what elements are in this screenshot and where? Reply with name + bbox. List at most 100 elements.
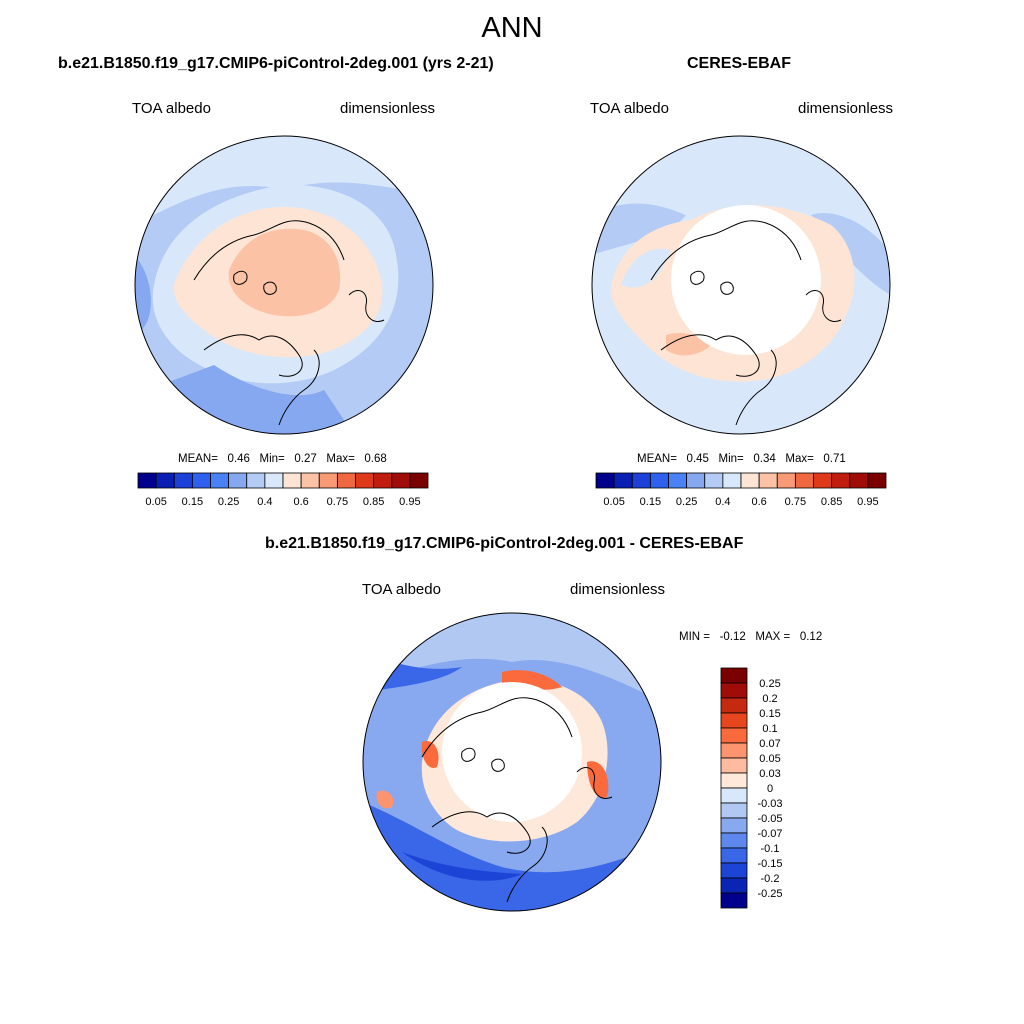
diff-colorbar-tick-label: -0.2 — [761, 873, 780, 885]
model-colorbar-tick-label: 0.25 — [218, 496, 239, 508]
diff-colorbar-tick-label: 0.2 — [762, 693, 777, 705]
model-colorbar-tick-label: 0.6 — [293, 496, 308, 508]
obs-colorbar-tick-label: 0.85 — [821, 496, 842, 508]
obs-colorbar-box — [831, 472, 851, 489]
obs-colorbar-tick-label: 0.15 — [640, 496, 661, 508]
model-colorbar-tick-label: 0.85 — [363, 496, 384, 508]
model-colorbar-box — [300, 472, 320, 489]
diff-colorbar-tick-label: 0.15 — [759, 708, 780, 720]
diff-field-pos-west — [421, 741, 439, 768]
diff-colorbar-tick-label: -0.07 — [757, 828, 782, 840]
model-colorbar-box — [282, 472, 302, 489]
diff-colorbar-tick-label: 0.25 — [759, 678, 780, 690]
diff-field-neg-south — [363, 802, 661, 911]
model-colorbar-tick-label: 0.4 — [257, 496, 272, 508]
obs-colorbar-box — [849, 472, 869, 489]
diff-colorbar-box — [720, 862, 748, 879]
model-colorbar-box — [355, 472, 375, 489]
obs-colorbar-box — [613, 472, 633, 489]
diff-colorbar-box — [720, 877, 748, 894]
diff-polar-map — [362, 612, 662, 912]
diff-colorbar-tick-label: 0.07 — [759, 738, 780, 750]
obs-colorbar-box — [867, 472, 887, 489]
model-colorbar-box — [264, 472, 284, 489]
obs-colorbar-box — [686, 472, 706, 489]
obs-panel-title: CERES-EBAF — [687, 55, 792, 72]
obs-coastlines — [650, 220, 842, 426]
model-colorbar-box — [228, 472, 248, 489]
obs-mean-value: 0.45 — [686, 453, 709, 465]
diff-colorbar-box — [720, 682, 748, 699]
model-max-value: 0.68 — [364, 453, 387, 465]
diff-colorbar-tick-label: 0.03 — [759, 768, 780, 780]
model-units-label: dimensionless — [340, 100, 436, 117]
obs-colorbar-box — [595, 472, 615, 489]
diff-colorbar-tick-label: 0 — [767, 783, 773, 795]
obs-colorbar-box — [758, 472, 778, 489]
model-colorbar-box — [409, 472, 429, 489]
obs-field-low-band-1 — [592, 203, 686, 255]
model-panel-title: b.e21.B1850.f19_g17.CMIP6-piControl-2deg… — [58, 55, 494, 72]
model-field-central-max — [228, 228, 341, 317]
obs-map-boundary — [591, 135, 891, 435]
model-colorbar-tick-label: 0.05 — [145, 496, 166, 508]
model-mean-label: MEAN= — [178, 453, 218, 465]
diff-colorbar-tick-label: 0.1 — [762, 723, 777, 735]
model-min-value: 0.27 — [294, 453, 317, 465]
obs-field-mid-west — [621, 248, 671, 288]
diff-field-upper — [363, 613, 661, 702]
diff-colorbar-tick-label: -0.25 — [757, 888, 782, 900]
diff-colorbar: 0.25 0.2 0.15 0.1 0.07 0.05 0.03 0 -0.03 -0.05 -0.… — [720, 667, 783, 909]
diff-max-value: 0.12 — [799, 631, 823, 643]
model-polar-map — [134, 135, 434, 435]
diff-panel-title: b.e21.B1850.f19_g17.CMIP6-piControl-2deg… — [265, 535, 744, 552]
diff-colorbar-box — [720, 712, 748, 729]
model-colorbar-box — [246, 472, 266, 489]
diff-colorbar-tick-label: -0.03 — [757, 798, 782, 810]
model-stats: MEAN= 0.46 Min= 0.27 Max= 0.68 — [178, 453, 387, 465]
obs-colorbar-box — [631, 472, 651, 489]
obs-colorbar-box — [776, 472, 796, 489]
model-colorbar: 0.05 0.15 0.25 0.4 0.6 0.75 0.85 0.95 — [137, 472, 429, 508]
model-colorbar-box — [137, 472, 157, 489]
diff-colorbar-box — [720, 802, 748, 819]
model-colorbar-box — [336, 472, 356, 489]
model-colorbar-box — [173, 472, 193, 489]
diff-colorbar-tick-label: -0.15 — [757, 858, 782, 870]
obs-units-label: dimensionless — [798, 100, 894, 117]
diff-map-boundary — [362, 612, 662, 912]
diff-colorbar-box — [720, 847, 748, 864]
model-coastlines — [193, 220, 385, 426]
diff-colorbar-box — [720, 772, 748, 789]
obs-colorbar-tick-label: 0.6 — [751, 496, 766, 508]
model-mean-value: 0.46 — [227, 453, 250, 465]
diff-max-label: MAX = — [755, 631, 791, 643]
diff-min-value: -0.12 — [719, 631, 746, 643]
obs-stats: MEAN= 0.45 Min= 0.34 Max= 0.71 — [637, 453, 846, 465]
obs-colorbar-box — [813, 472, 833, 489]
model-colorbar-box — [391, 472, 411, 489]
obs-colorbar-tick-label: 0.05 — [603, 496, 624, 508]
diff-stats: MIN = -0.12 MAX = 0.12 — [679, 631, 822, 643]
diff-colorbar-tick-label: -0.05 — [757, 813, 782, 825]
obs-colorbar-tick-label: 0.95 — [857, 496, 878, 508]
model-max-label: Max= — [326, 453, 355, 465]
diff-colorbar-box — [720, 787, 748, 804]
model-min-label: Min= — [259, 453, 285, 465]
obs-variable-label: TOA albedo — [590, 100, 669, 117]
obs-min-value: 0.34 — [753, 453, 776, 465]
diff-colorbar-tick-label: 0.05 — [759, 753, 780, 765]
diff-units-label: dimensionless — [570, 581, 666, 598]
obs-max-label: Max= — [785, 453, 814, 465]
model-colorbar-box — [210, 472, 230, 489]
model-colorbar-box — [191, 472, 211, 489]
obs-colorbar-box — [649, 472, 669, 489]
diff-colorbar-box — [720, 697, 748, 714]
diff-min-label: MIN = — [679, 631, 710, 643]
model-field-high-band — [135, 136, 433, 225]
diff-colorbar-box — [720, 667, 748, 684]
obs-colorbar-box — [722, 472, 742, 489]
model-variable-label: TOA albedo — [132, 100, 211, 117]
obs-polar-map — [591, 135, 891, 435]
diff-colorbar-box — [720, 832, 748, 849]
